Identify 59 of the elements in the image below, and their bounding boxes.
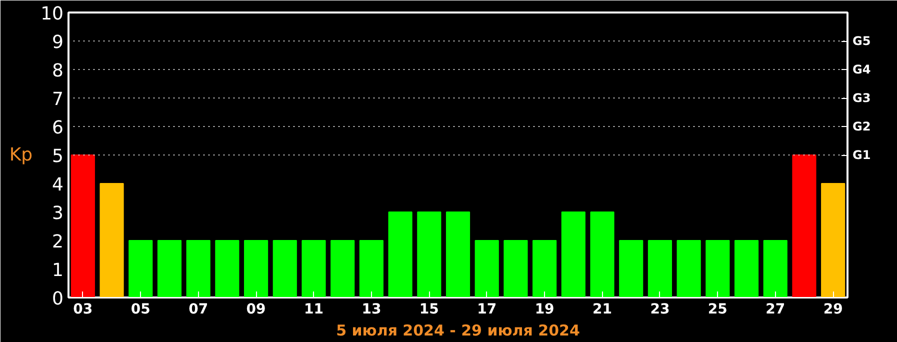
bar: [157, 240, 182, 298]
bar: [561, 212, 586, 298]
bar: [619, 240, 644, 298]
y-tick-label: 8: [52, 60, 64, 82]
bar: [186, 240, 210, 298]
bar: [128, 240, 153, 298]
bar: [763, 240, 788, 298]
bar: [648, 240, 672, 298]
x-tick-label: 19: [534, 302, 554, 318]
x-tick-label: 23: [650, 302, 670, 318]
x-tick-label: 25: [708, 302, 728, 318]
ref-line-label: G4: [852, 62, 871, 76]
x-tick-label: 17: [477, 302, 497, 318]
bar: [474, 240, 499, 298]
bar: [417, 212, 442, 298]
bar: [532, 240, 557, 298]
bar: [821, 183, 846, 298]
y-tick-label: 6: [52, 118, 64, 138]
bar: [504, 240, 528, 298]
bar: [590, 212, 614, 298]
bar: [302, 240, 326, 298]
y-tick-label: 2: [52, 232, 64, 252]
bar: [244, 240, 268, 298]
y-tick-label: 1: [52, 260, 64, 281]
bar: [70, 154, 95, 298]
y-tick-label: 3: [52, 203, 64, 224]
ref-line-label: G3: [852, 91, 871, 105]
bar: [706, 240, 730, 298]
x-tick-label: 29: [823, 302, 843, 318]
x-tick-label: 11: [304, 302, 324, 318]
x-axis-title: 5 июля 2024 - 29 июля 2024: [336, 322, 580, 340]
bar: [792, 154, 816, 298]
x-tick-label: 03: [73, 302, 93, 318]
bar: [676, 240, 701, 298]
x-tick-label: 09: [246, 302, 266, 318]
y-axis-title: Kp: [9, 144, 33, 166]
x-tick-label: 21: [592, 302, 612, 318]
ref-line-label: G5: [852, 34, 871, 48]
x-tick-label: 15: [419, 302, 439, 318]
x-tick-label: 07: [188, 302, 208, 318]
x-tick-label: 05: [130, 302, 150, 318]
ref-line-label: G2: [852, 120, 871, 134]
x-tick-label: 13: [362, 302, 382, 318]
y-tick-label: 5: [52, 146, 64, 167]
ref-line-label: G1: [852, 148, 871, 162]
bar: [734, 240, 759, 298]
bar: [215, 240, 240, 298]
x-tick-label: 27: [766, 302, 786, 318]
bar: [330, 240, 355, 298]
y-tick-label: 10: [40, 4, 64, 24]
bar: [100, 183, 124, 298]
y-tick-label: 4: [52, 174, 64, 196]
y-tick-label: 0: [52, 288, 64, 310]
y-tick-label: 9: [52, 32, 64, 53]
bar: [388, 212, 412, 298]
bar: [359, 240, 384, 298]
y-tick-label: 7: [52, 89, 64, 110]
bar: [272, 240, 297, 298]
bar: [446, 212, 470, 298]
